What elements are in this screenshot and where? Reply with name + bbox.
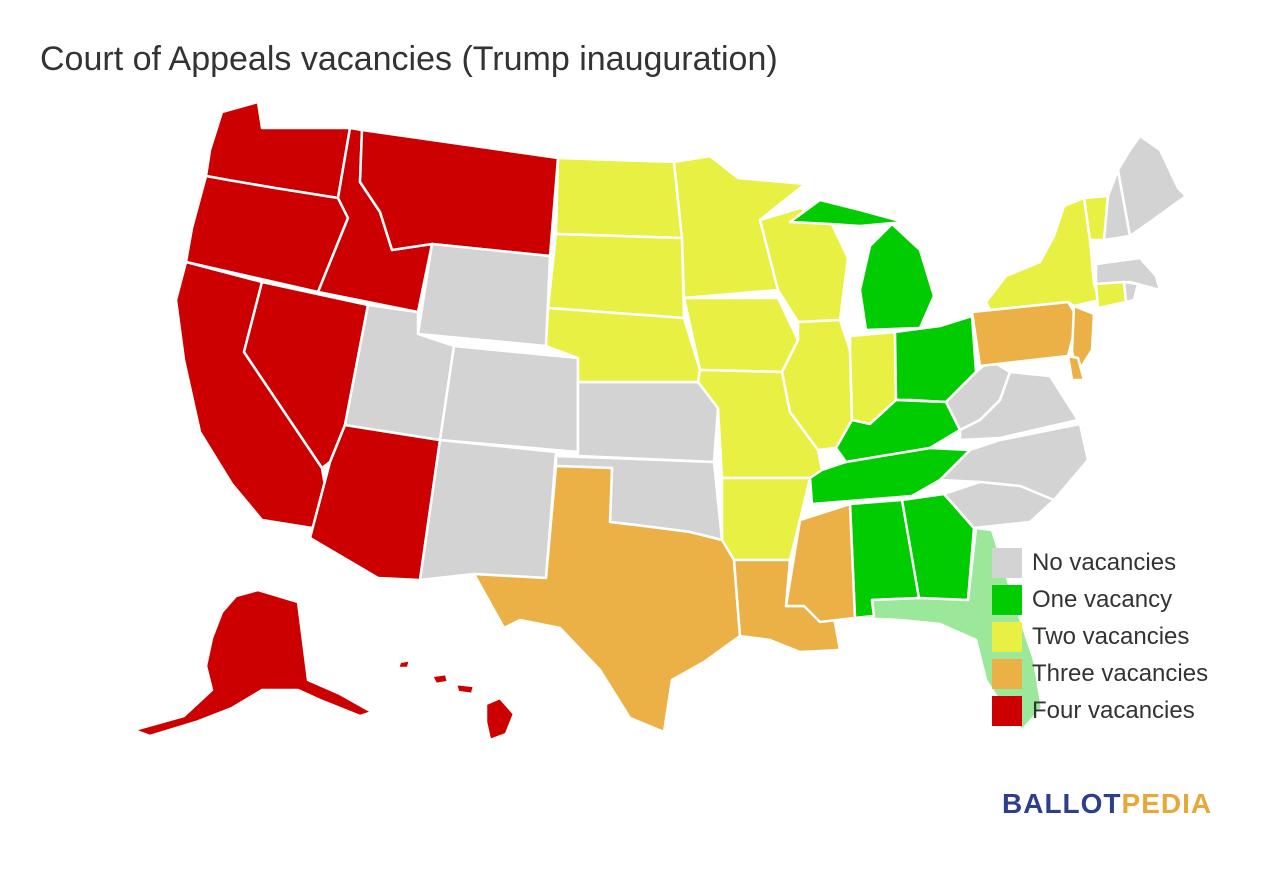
legend-label: Two vacancies xyxy=(1032,622,1190,650)
state-ne xyxy=(544,306,702,384)
legend-swatch-gray xyxy=(992,547,1022,578)
logo-part-ballot: BALLOT xyxy=(1002,788,1122,819)
state-va xyxy=(958,370,1080,442)
state-ct xyxy=(1094,280,1128,310)
state-co xyxy=(438,344,580,454)
state-sc xyxy=(942,480,1056,530)
legend-swatch-red xyxy=(992,695,1022,726)
legend-item-three-vacancies: Three vacancies xyxy=(992,655,1208,692)
state-ny xyxy=(984,196,1102,312)
state-tx xyxy=(472,464,742,734)
state-wy xyxy=(416,242,552,348)
ballotpedia-logo: BALLOTPEDIA xyxy=(1002,788,1212,820)
legend-swatch-green xyxy=(992,584,1022,615)
legend-item-two-vacancies: Two vacancies xyxy=(992,618,1208,655)
state-mi-up xyxy=(788,198,906,228)
legend-label: Three vacancies xyxy=(1032,659,1209,687)
state-ak xyxy=(132,588,374,738)
state-hi-3 xyxy=(454,682,476,696)
state-hi-4 xyxy=(484,696,516,742)
state-nd xyxy=(554,156,684,240)
state-mt xyxy=(358,128,560,258)
legend-label: Four vacancies xyxy=(1032,696,1195,724)
legend-label: No vacancies xyxy=(1032,548,1177,576)
state-sd xyxy=(546,232,686,320)
state-hi-2 xyxy=(430,672,450,686)
map-title: Court of Appeals vacancies (Trump inaugu… xyxy=(40,40,778,78)
legend-item-no-vacancies: No vacancies xyxy=(992,544,1208,581)
logo-part-pedia: PEDIA xyxy=(1121,788,1213,819)
legend: No vacancies One vacancy Two vacancies T… xyxy=(992,544,1208,729)
state-de xyxy=(1066,354,1086,382)
state-me xyxy=(1116,134,1188,238)
state-mi-lp xyxy=(858,222,936,332)
state-pa xyxy=(970,300,1080,368)
state-ks xyxy=(576,380,720,464)
state-ms xyxy=(784,502,857,624)
state-hi-1 xyxy=(396,658,412,670)
state-ri xyxy=(1122,280,1140,304)
legend-swatch-yellow xyxy=(992,621,1022,652)
legend-item-one-vacancy: One vacancy xyxy=(992,581,1208,618)
state-il xyxy=(780,318,854,452)
legend-item-four-vacancies: Four vacancies xyxy=(992,692,1208,729)
state-ia xyxy=(682,296,800,374)
legend-swatch-orange xyxy=(992,658,1022,689)
state-nj xyxy=(1070,304,1096,374)
state-nm xyxy=(418,438,558,582)
legend-label: One vacancy xyxy=(1032,585,1173,613)
